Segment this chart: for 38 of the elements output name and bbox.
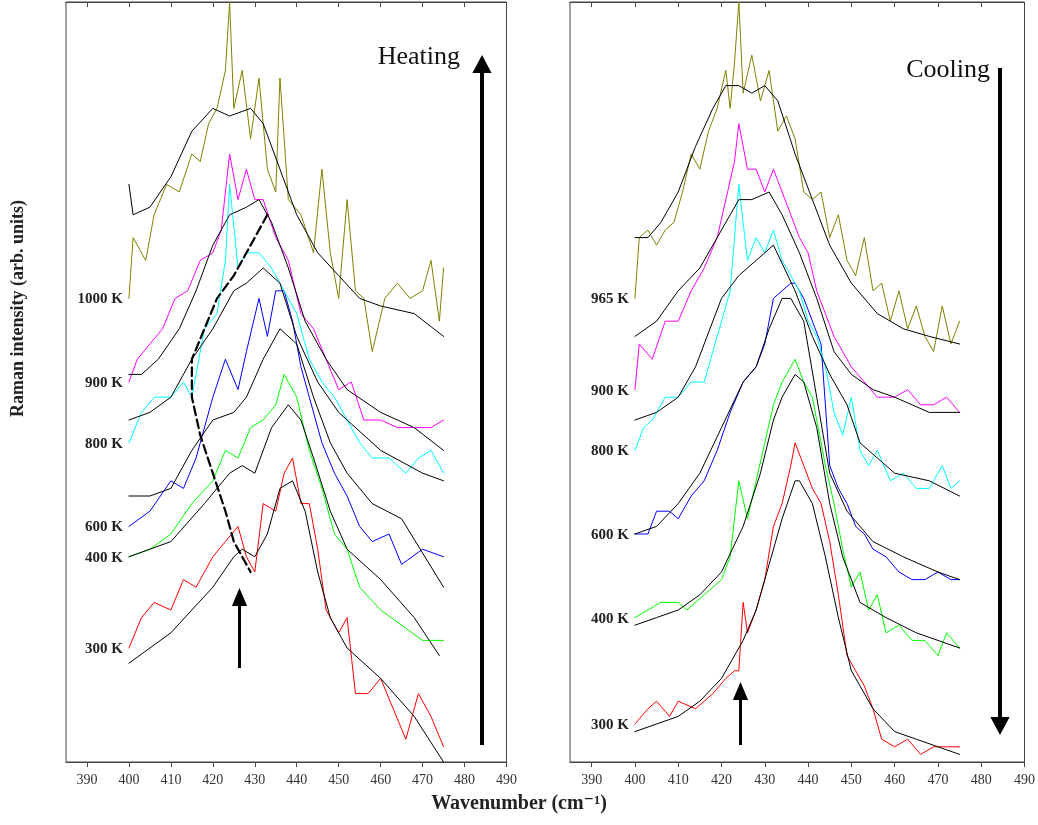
x-tick-label: 400 [624, 771, 646, 787]
series-label: 800 K [85, 434, 124, 451]
series-label: 600 K [85, 518, 124, 535]
series-label: 400 K [591, 609, 630, 626]
x-tick-label: 470 [412, 771, 434, 787]
series-label: 900 K [591, 381, 630, 398]
x-tick-label: 490 [496, 771, 517, 787]
x-tick-label: 410 [667, 771, 689, 787]
series-label: 300 K [591, 716, 630, 732]
x-tick-label: 450 [840, 771, 862, 787]
x-tick-label: 420 [711, 771, 732, 787]
y-axis-title: Raman intensity (arb. units) [7, 199, 28, 418]
x-tick-label: 460 [884, 771, 906, 787]
x-tick-label: 440 [797, 771, 819, 787]
x-tick-label: 450 [328, 771, 350, 787]
x-tick-label: 460 [370, 771, 392, 787]
annotation: Cooling [906, 53, 991, 83]
x-tick-label: 470 [927, 771, 949, 787]
series-label: 600 K [591, 526, 630, 542]
series-label: 900 K [85, 374, 124, 390]
x-tick-label: 480 [970, 771, 992, 787]
series-label: 965 K [591, 290, 630, 307]
x-tick-label: 400 [118, 771, 140, 787]
series-label: 1000 K [77, 290, 124, 307]
x-axis-title: Wavenumber (cm⁻¹) [430, 790, 608, 814]
x-tick-label: 430 [244, 771, 266, 787]
x-tick-label: 410 [160, 771, 182, 787]
x-tick-label: 420 [202, 771, 224, 787]
series-label: 800 K [591, 442, 630, 459]
x-tick-label: 390 [581, 771, 603, 787]
series-label: 400 K [85, 548, 124, 565]
x-tick-label: 490 [1014, 771, 1035, 787]
x-tick-label: 480 [454, 771, 476, 787]
x-tick-label: 440 [286, 771, 308, 787]
series-label: 300 K [85, 640, 124, 656]
x-tick-label: 390 [76, 771, 98, 787]
x-tick-label: 430 [754, 771, 776, 787]
annotation: Heating [377, 40, 461, 70]
